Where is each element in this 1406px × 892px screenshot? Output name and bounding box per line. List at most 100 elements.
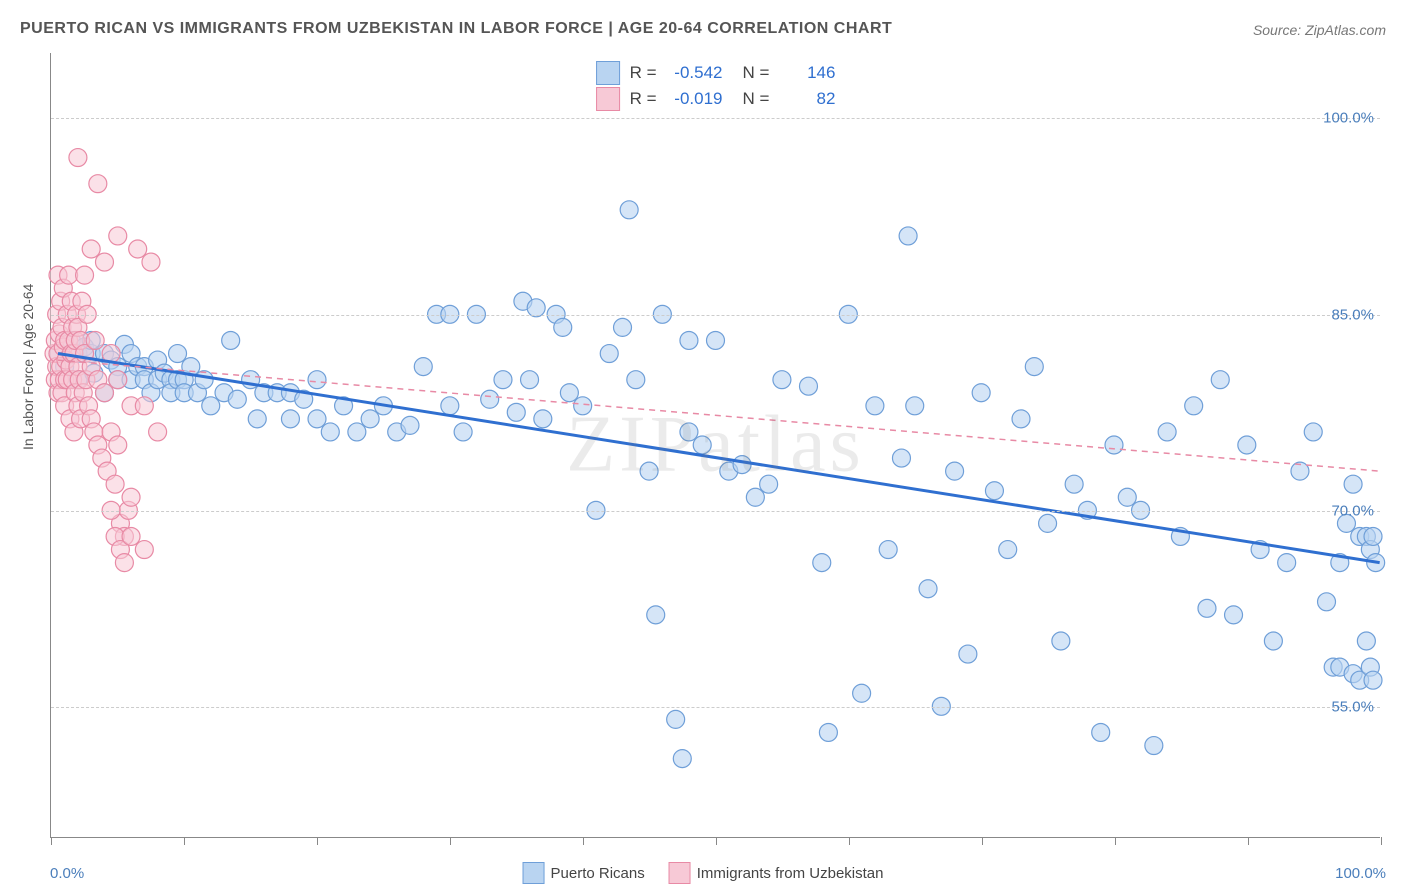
data-point — [135, 397, 153, 415]
data-point — [115, 554, 133, 572]
data-point — [135, 541, 153, 559]
gridline — [51, 315, 1380, 316]
gridline — [51, 118, 1380, 119]
data-point — [308, 410, 326, 428]
trend-line — [58, 354, 1380, 563]
data-point — [1364, 527, 1382, 545]
data-point — [1185, 397, 1203, 415]
data-point — [560, 384, 578, 402]
x-tick — [1381, 837, 1382, 845]
data-point — [248, 410, 266, 428]
data-point — [401, 416, 419, 434]
data-point — [866, 397, 884, 415]
chart-container: PUERTO RICAN VS IMMIGRANTS FROM UZBEKIST… — [0, 0, 1406, 892]
data-point — [879, 541, 897, 559]
legend-label: Puerto Ricans — [551, 865, 645, 882]
legend-n-label: N = — [743, 63, 770, 83]
gridline — [51, 511, 1380, 512]
data-point — [919, 580, 937, 598]
data-point — [1225, 606, 1243, 624]
data-point — [1105, 436, 1123, 454]
x-tick — [450, 837, 451, 845]
legend-item: Immigrants from Uzbekistan — [669, 862, 884, 884]
data-point — [627, 371, 645, 389]
legend-r-label: R = — [630, 63, 657, 83]
data-point — [1264, 632, 1282, 650]
data-point — [521, 371, 539, 389]
data-point — [1344, 475, 1362, 493]
legend-r-value: -0.019 — [663, 89, 723, 109]
data-point — [959, 645, 977, 663]
data-point — [109, 371, 127, 389]
data-point — [95, 253, 113, 271]
data-point — [680, 331, 698, 349]
data-point — [746, 488, 764, 506]
data-point — [129, 240, 147, 258]
data-point — [1158, 423, 1176, 441]
data-point — [507, 403, 525, 421]
data-point — [760, 475, 778, 493]
data-point — [348, 423, 366, 441]
data-point — [106, 475, 124, 493]
data-point — [82, 240, 100, 258]
legend-r-value: -0.542 — [663, 63, 723, 83]
data-point — [481, 390, 499, 408]
x-tick — [849, 837, 850, 845]
data-point — [819, 723, 837, 741]
source-attribution: Source: ZipAtlas.com — [1253, 22, 1386, 38]
data-point — [667, 710, 685, 728]
data-point — [321, 423, 339, 441]
data-point — [109, 436, 127, 454]
data-point — [534, 410, 552, 428]
data-point — [1118, 488, 1136, 506]
legend-n-label: N = — [743, 89, 770, 109]
x-axis-max-label: 100.0% — [1335, 865, 1386, 882]
data-point — [693, 436, 711, 454]
data-point — [95, 384, 113, 402]
x-axis-min-label: 0.0% — [50, 865, 84, 882]
legend-swatch-icon — [596, 61, 620, 85]
x-tick — [716, 837, 717, 845]
data-point — [1278, 554, 1296, 572]
legend-n-value: 146 — [775, 63, 835, 83]
data-point — [86, 331, 104, 349]
data-point — [906, 397, 924, 415]
data-point — [361, 410, 379, 428]
data-point — [122, 527, 140, 545]
data-point — [1145, 737, 1163, 755]
data-point — [813, 554, 831, 572]
chart-title: PUERTO RICAN VS IMMIGRANTS FROM UZBEKIST… — [20, 20, 892, 38]
data-point — [799, 377, 817, 395]
data-point — [999, 541, 1017, 559]
legend-item: Puerto Ricans — [523, 862, 645, 884]
x-tick — [583, 837, 584, 845]
data-point — [1012, 410, 1030, 428]
legend-label: Immigrants from Uzbekistan — [697, 865, 884, 882]
data-point — [733, 456, 751, 474]
data-point — [853, 684, 871, 702]
gridline — [51, 707, 1380, 708]
plot-svg — [51, 53, 1380, 837]
data-point — [946, 462, 964, 480]
data-point — [773, 371, 791, 389]
data-point — [1025, 358, 1043, 376]
data-point — [149, 423, 167, 441]
data-point — [202, 397, 220, 415]
data-point — [1198, 599, 1216, 617]
data-point — [574, 397, 592, 415]
data-point — [1052, 632, 1070, 650]
data-point — [1238, 436, 1256, 454]
data-point — [222, 331, 240, 349]
data-point — [89, 175, 107, 193]
data-point — [76, 266, 94, 284]
data-point — [414, 358, 432, 376]
data-point — [109, 227, 127, 245]
data-point — [600, 345, 618, 363]
data-point — [281, 410, 299, 428]
data-point — [441, 397, 459, 415]
legend-n-value: 82 — [775, 89, 835, 109]
data-point — [640, 462, 658, 480]
data-point — [1065, 475, 1083, 493]
data-point — [985, 482, 1003, 500]
legend-r-label: R = — [630, 89, 657, 109]
